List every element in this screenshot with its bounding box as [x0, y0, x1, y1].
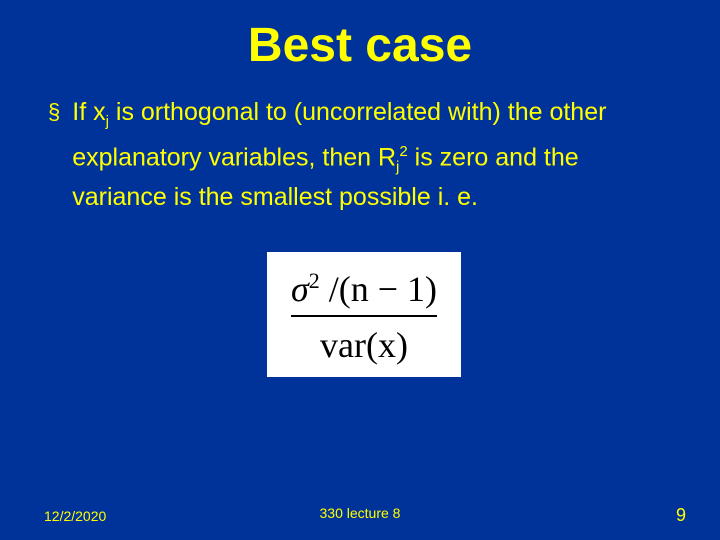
formula-container: σ2 /(n − 1) var(x): [48, 252, 680, 377]
sigma-exponent: 2: [309, 268, 320, 293]
formula-numerator: σ2 /(n − 1): [291, 270, 437, 307]
footer-page-number: 9: [676, 505, 686, 526]
numerator-rest: /(n − 1): [320, 269, 437, 309]
bullet-item: § If xj is orthogonal to (uncorrelated w…: [48, 97, 680, 212]
slide-title: Best case: [0, 0, 720, 97]
footer-lecture: 330 lecture 8: [320, 505, 401, 521]
formula-denominator: var(x): [291, 317, 437, 363]
sigma-symbol: σ: [291, 269, 309, 309]
slide-footer: 12/2/2020 330 lecture 8 9: [0, 505, 720, 526]
rj-superscript: 2: [399, 143, 407, 160]
bullet-text: If xj is orthogonal to (uncorrelated wit…: [72, 97, 680, 212]
footer-date: 12/2/2020: [44, 508, 106, 524]
formula-box: σ2 /(n − 1) var(x): [267, 252, 461, 377]
rj-subscript: j: [396, 158, 399, 175]
bullet-marker: §: [48, 97, 60, 127]
bullet-seg-1: If x: [72, 98, 105, 126]
slide-body: § If xj is orthogonal to (uncorrelated w…: [0, 97, 720, 377]
